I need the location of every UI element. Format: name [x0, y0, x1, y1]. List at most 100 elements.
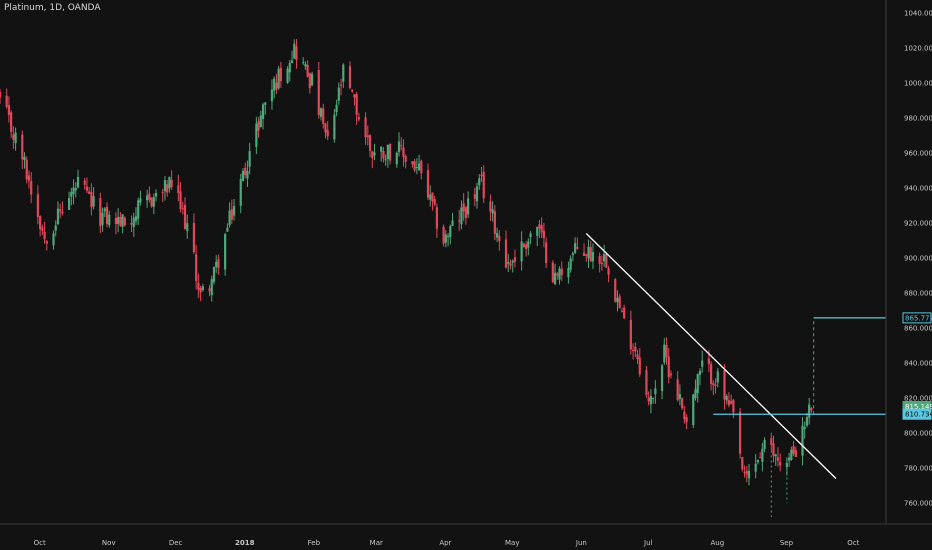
candle	[192, 213, 196, 255]
candle	[273, 76, 276, 99]
candle	[351, 89, 354, 93]
candle	[696, 373, 699, 403]
price-tick-label: 920.000	[904, 220, 932, 228]
candle	[355, 91, 358, 125]
price-tick-label: 960.000	[904, 150, 932, 158]
candle	[61, 201, 64, 216]
price-tick-label: 860.000	[904, 325, 932, 333]
candle	[241, 168, 245, 182]
candle	[226, 223, 229, 233]
candle	[121, 214, 124, 234]
candle	[85, 177, 89, 194]
time-tick-label: Aug	[710, 539, 724, 547]
candle	[168, 176, 171, 193]
candle	[638, 348, 641, 377]
candle	[685, 414, 688, 430]
price-tick-label: 1020.000	[904, 45, 932, 53]
candle	[261, 102, 265, 130]
candle	[304, 61, 307, 70]
candle	[384, 154, 387, 166]
candle	[660, 363, 664, 400]
candle	[259, 110, 262, 128]
candle	[21, 130, 24, 169]
candle	[293, 39, 296, 59]
candle	[810, 406, 813, 413]
candle	[522, 242, 525, 248]
time-tick-label: 2018	[235, 539, 255, 547]
candle	[224, 232, 227, 276]
candle	[576, 237, 579, 250]
candle	[14, 127, 17, 151]
candle	[678, 384, 681, 406]
candle	[741, 456, 744, 472]
price-tick-label: 1000.000	[904, 80, 932, 88]
price-tag-text: 810.734	[905, 411, 932, 419]
candle	[342, 63, 345, 88]
candle	[618, 293, 621, 309]
candle	[139, 190, 142, 206]
candle	[473, 187, 476, 207]
time-tick-label: Jun	[575, 539, 587, 547]
candle	[275, 73, 278, 94]
symbol-title: Platinum, 1D, OANDA	[4, 3, 101, 13]
candle	[725, 394, 728, 405]
candle	[197, 273, 200, 298]
candle	[743, 465, 746, 478]
drawings-layer[interactable]	[585, 233, 886, 518]
candle	[763, 437, 766, 453]
candle	[417, 154, 421, 172]
candle	[790, 446, 793, 461]
candle	[600, 255, 603, 271]
time-tick-label: May	[505, 539, 519, 547]
candle	[212, 266, 216, 285]
candle	[712, 380, 715, 396]
candle	[567, 261, 570, 284]
candle	[513, 249, 517, 268]
time-tick-label: Nov	[102, 539, 116, 547]
candle	[195, 244, 198, 290]
candle	[324, 122, 327, 139]
price-tick-label: 840.000	[904, 360, 932, 368]
candle	[30, 171, 33, 204]
candle	[431, 192, 434, 211]
candle	[761, 442, 764, 472]
candle	[587, 239, 590, 268]
candle	[146, 189, 149, 208]
candle	[520, 231, 523, 271]
candle	[333, 108, 336, 143]
candle	[402, 139, 405, 167]
time-axis[interactable]: Oct Nov Dec 2018 Feb Mar Apr May Jun Jul Aug Sep Oct	[34, 539, 860, 547]
time-tick-label: Oct	[34, 539, 46, 547]
candle	[654, 380, 657, 404]
candle	[714, 378, 717, 394]
candle	[808, 397, 811, 425]
candle	[545, 237, 548, 269]
price-tick-label: 980.000	[904, 115, 932, 123]
candle	[208, 284, 211, 297]
candle	[451, 212, 454, 227]
candle	[647, 391, 650, 406]
price-axis[interactable]: 760.000 780.000 800.000 820.000 840.000 860.0…	[904, 10, 932, 508]
candle	[475, 182, 479, 209]
candle	[629, 310, 632, 355]
candle	[183, 197, 187, 230]
candle	[792, 440, 795, 457]
candle	[228, 202, 231, 228]
candle	[59, 203, 62, 219]
time-tick-label: Feb	[308, 539, 321, 547]
price-tag: 865.777	[902, 312, 932, 324]
candle	[404, 154, 407, 169]
candle	[574, 237, 577, 255]
candle	[371, 150, 374, 169]
candle	[480, 167, 483, 182]
trendline[interactable]	[585, 233, 837, 479]
candle	[322, 103, 325, 129]
candle	[779, 453, 782, 472]
candle	[72, 179, 75, 205]
price-tick-label: 1040.000	[904, 10, 932, 18]
candle	[12, 126, 15, 149]
candle	[772, 435, 775, 463]
candle	[498, 230, 501, 251]
